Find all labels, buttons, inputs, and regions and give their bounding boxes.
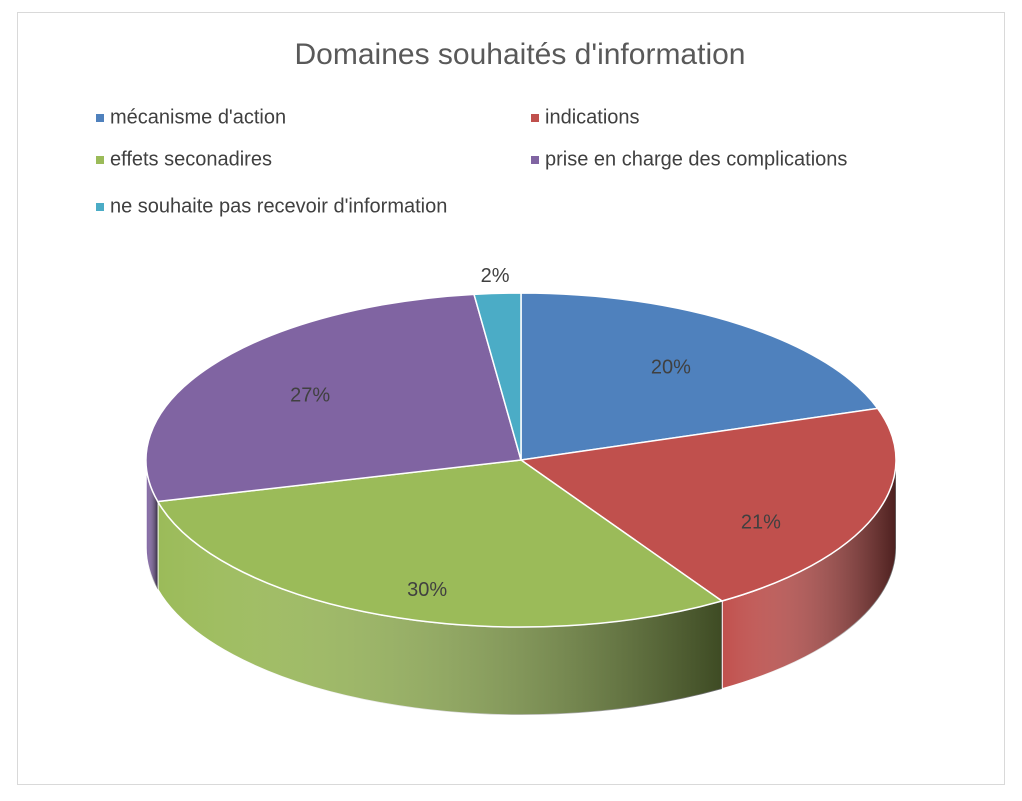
data-label: 2%	[481, 265, 510, 287]
legend-label: ne souhaite pas recevoir d'information	[110, 195, 447, 217]
slice	[156, 459, 724, 628]
data-label: 30%	[407, 579, 447, 601]
legend-marker	[96, 114, 104, 122]
data-label: 20%	[651, 356, 691, 378]
data-label: 27%	[290, 384, 330, 406]
slice-side-shade	[721, 460, 896, 690]
slice	[145, 293, 522, 503]
legend-label: effets seconadires	[110, 148, 272, 170]
legend-marker	[531, 156, 539, 164]
legend-label: indications	[545, 106, 640, 128]
slice-side-shade	[157, 501, 722, 715]
slice	[519, 407, 897, 602]
legend-label: mécanisme d'action	[110, 106, 286, 128]
data-label: 21%	[741, 512, 781, 534]
slice	[473, 292, 522, 461]
legend-marker	[96, 203, 104, 211]
legend-label: prise en charge des complications	[545, 148, 847, 170]
slice-side-shade	[146, 460, 158, 590]
slice	[520, 292, 879, 461]
chart-title: Domaines souhaités d'information	[295, 38, 746, 71]
legend-marker	[96, 156, 104, 164]
legend-marker	[531, 114, 539, 122]
